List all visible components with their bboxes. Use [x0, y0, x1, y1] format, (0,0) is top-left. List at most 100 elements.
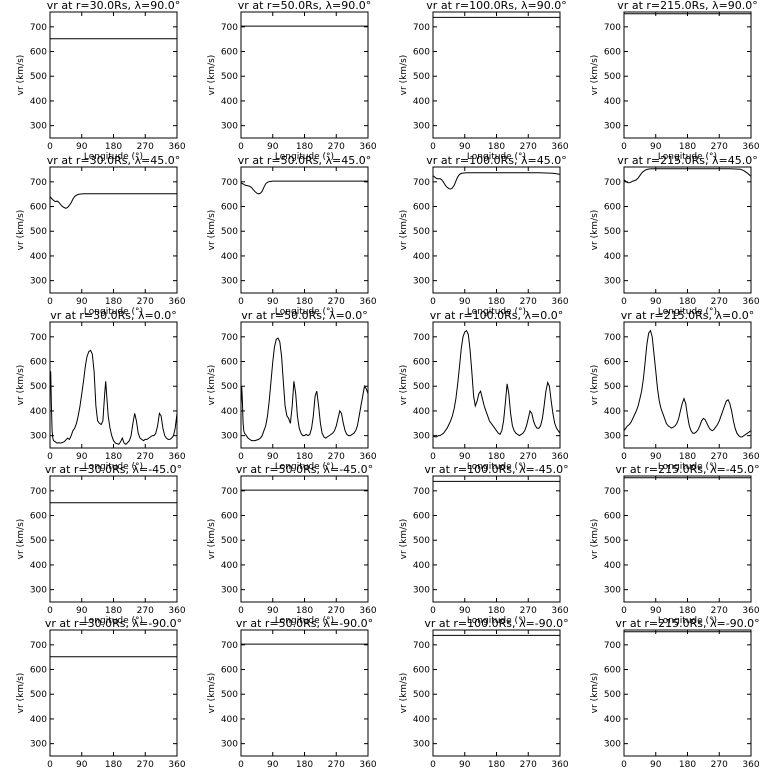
chart-title: vr at r=50.0Rs, λ=90.0°	[238, 0, 371, 12]
y-tick-label: 400	[604, 561, 621, 571]
x-tick-label: 360	[742, 606, 759, 616]
y-tick-label: 600	[413, 358, 430, 368]
x-tick-label: 270	[328, 606, 345, 616]
x-tick-label: 270	[137, 142, 154, 152]
x-tick-label: 360	[359, 606, 376, 616]
x-tick-label: 360	[359, 142, 376, 152]
y-tick-label: 400	[30, 252, 47, 262]
x-tick-label: 0	[238, 452, 244, 462]
x-tick-label: 360	[551, 452, 568, 462]
y-tick-label: 300	[30, 432, 47, 442]
x-tick-label: 180	[488, 606, 505, 616]
chart-panel-14: vr at r=50.0Rs, λ=-45.0° 0 90 180 270 360 300 4…	[207, 463, 377, 626]
x-axis-label: Longitude (°)	[275, 616, 334, 626]
x-tick-label: 0	[430, 297, 436, 307]
y-tick-label: 600	[221, 48, 238, 58]
chart-panel-10: vr at r=50.0Rs, λ=0.0° 0 90 180 270 360 300 400…	[207, 309, 377, 472]
x-tick-label: 180	[488, 142, 505, 152]
x-tick-label: 90	[650, 142, 662, 152]
x-tick-label: 0	[47, 606, 53, 616]
chart-panel-17: vr at r=30.0Rs, λ=-90.0° 0 90 180 270 360 300 4…	[16, 617, 186, 773]
y-tick-label: 600	[221, 358, 238, 368]
y-tick-label: 600	[30, 48, 47, 58]
y-tick-label: 500	[221, 72, 238, 82]
series-line	[433, 172, 560, 190]
x-tick-label: 180	[679, 452, 696, 462]
x-tick-label: 360	[168, 452, 185, 462]
y-tick-label: 300	[30, 277, 47, 287]
x-axis-label: Longitude (°)	[84, 616, 143, 626]
y-tick-label: 500	[413, 72, 430, 82]
x-tick-label: 270	[711, 452, 728, 462]
y-tick-label: 300	[604, 586, 621, 596]
x-tick-label: 90	[267, 297, 279, 307]
y-tick-label: 400	[221, 715, 238, 725]
x-tick-label: 180	[679, 760, 696, 768]
y-tick-label: 600	[30, 358, 47, 368]
y-tick-label: 300	[221, 122, 238, 132]
x-tick-label: 180	[679, 297, 696, 307]
x-tick-label: 90	[650, 297, 662, 307]
y-tick-label: 500	[604, 690, 621, 700]
y-axis-label: vr (km/s)	[16, 673, 26, 714]
x-tick-label: 0	[430, 606, 436, 616]
plot-frame	[240, 11, 369, 139]
x-axis-label: Longitude (°)	[467, 616, 526, 626]
chart-panel-18: vr at r=50.0Rs, λ=-90.0° 0 90 180 270 360 300 4…	[207, 617, 377, 773]
x-tick-label: 270	[137, 606, 154, 616]
x-tick-label: 180	[105, 606, 122, 616]
y-axis-label: vr (km/s)	[16, 519, 26, 560]
chart-title: vr at r=215.0Rs, λ=0.0°	[621, 309, 754, 322]
series-line	[624, 168, 751, 184]
x-tick-label: 90	[459, 760, 471, 768]
plot-frame	[432, 11, 561, 139]
x-tick-label: 180	[296, 606, 313, 616]
y-axis-label: vr (km/s)	[16, 55, 26, 96]
y-axis-label: vr (km/s)	[590, 55, 600, 96]
y-axis-label: vr (km/s)	[399, 365, 409, 406]
y-tick-label: 700	[30, 333, 47, 343]
y-tick-label: 600	[604, 358, 621, 368]
y-tick-label: 700	[221, 487, 238, 497]
x-tick-label: 270	[137, 297, 154, 307]
plot-frame	[432, 166, 561, 294]
y-tick-label: 400	[413, 97, 430, 107]
y-tick-label: 400	[413, 252, 430, 262]
y-tick-label: 400	[413, 715, 430, 725]
plot-frame	[623, 321, 752, 449]
x-tick-label: 90	[650, 452, 662, 462]
y-tick-label: 700	[604, 487, 621, 497]
x-tick-label: 90	[267, 606, 279, 616]
plot-frame	[49, 629, 178, 757]
x-axis-label: Longitude (°)	[467, 307, 526, 317]
x-tick-label: 270	[520, 760, 537, 768]
chart-panel-13: vr at r=30.0Rs, λ=-45.0° 0 90 180 270 360 300 4…	[16, 463, 186, 626]
x-tick-label: 360	[359, 452, 376, 462]
y-tick-label: 500	[221, 536, 238, 546]
x-tick-label: 180	[105, 142, 122, 152]
x-tick-label: 180	[296, 452, 313, 462]
x-axis-label: Longitude (°)	[84, 462, 143, 472]
x-tick-label: 270	[520, 142, 537, 152]
y-tick-label: 400	[30, 407, 47, 417]
y-tick-label: 500	[221, 690, 238, 700]
x-tick-label: 270	[328, 452, 345, 462]
y-tick-label: 600	[413, 203, 430, 213]
chart-title: vr at r=30.0Rs, λ=-90.0°	[45, 617, 182, 630]
y-tick-label: 400	[604, 715, 621, 725]
x-tick-label: 180	[488, 297, 505, 307]
x-axis-label: Longitude (°)	[658, 462, 717, 472]
x-tick-label: 360	[742, 452, 759, 462]
y-axis-label: vr (km/s)	[207, 210, 217, 251]
y-tick-label: 400	[413, 561, 430, 571]
y-tick-label: 400	[30, 561, 47, 571]
y-tick-label: 400	[221, 561, 238, 571]
x-tick-label: 90	[459, 452, 471, 462]
chart-title: vr at r=100.0Rs, λ=0.0°	[430, 309, 563, 322]
y-axis-label: vr (km/s)	[16, 365, 26, 406]
y-tick-label: 700	[221, 178, 238, 188]
y-tick-label: 500	[30, 536, 47, 546]
x-tick-label: 0	[238, 297, 244, 307]
x-tick-label: 270	[711, 760, 728, 768]
x-tick-label: 90	[459, 142, 471, 152]
